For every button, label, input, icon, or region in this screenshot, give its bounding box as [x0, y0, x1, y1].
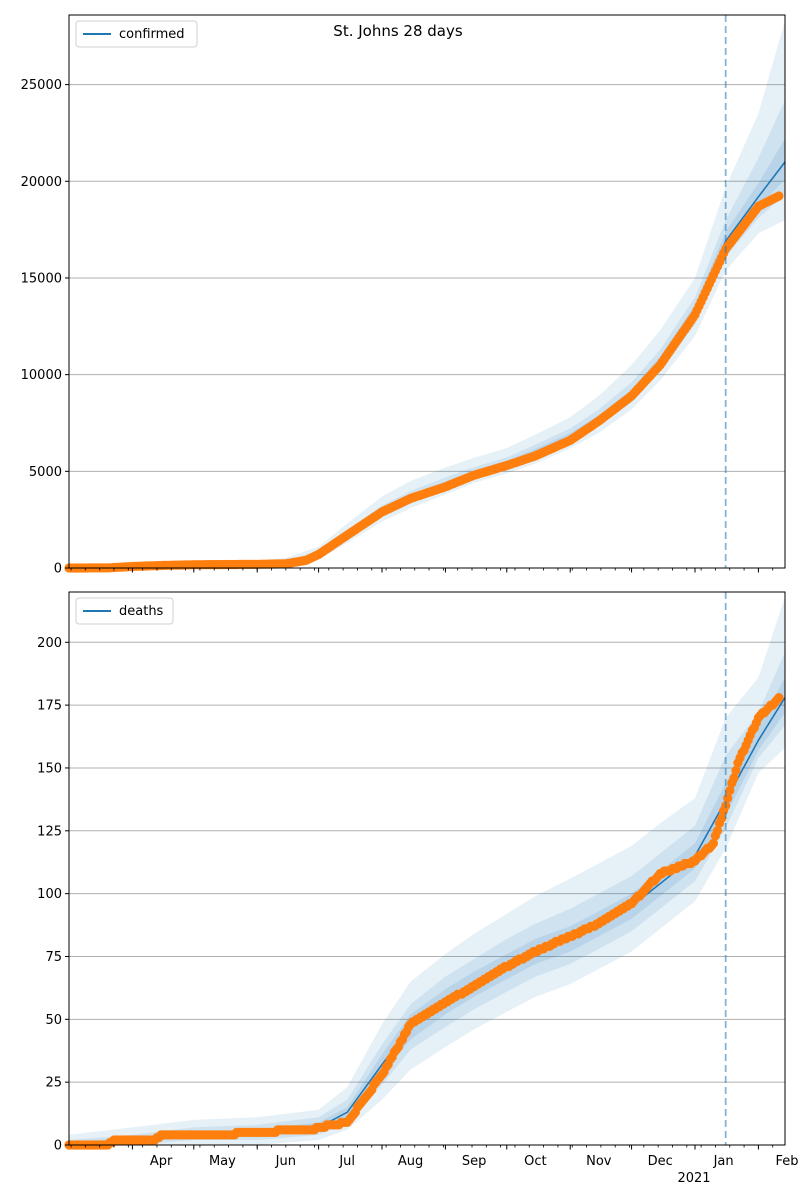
x-tick-label: Jun	[275, 1154, 296, 1169]
deaths-legend: deaths	[75, 597, 174, 625]
confirmed-x-ticks	[70, 568, 774, 573]
confirmed-legend-box	[75, 20, 198, 48]
deaths-y-tick-label: 75	[45, 950, 62, 965]
deaths-x-tick-labels: Apr May Jun Jul Aug Sep Oct Nov Dec Jan Feb	[150, 1154, 799, 1169]
deaths-observed-point	[712, 826, 723, 836]
deaths-band-outer	[69, 597, 785, 1145]
confirmed-y-ticks: 0 5000 10000 15000 20000 25000	[21, 78, 69, 577]
confirmed-points	[64, 191, 784, 573]
deaths-legend-box	[75, 597, 174, 625]
confirmed-panel: 0 5000 10000 15000 20000 25000 confirmed St. …	[21, 14, 786, 577]
deaths-observed-point	[725, 786, 735, 796]
deaths-axes	[68, 591, 786, 1146]
confirmed-y-tick-label: 5000	[29, 465, 62, 480]
deaths-y-tick-label: 100	[37, 887, 62, 902]
deaths-y-tick-label: 125	[37, 824, 62, 839]
x-tick-label: Feb	[775, 1154, 798, 1169]
deaths-panel: 0 25 50 75 100 125 150 175 200 Apr May Jun Jul Aug Se…	[37, 591, 799, 1186]
confirmed-y-tick-label: 20000	[21, 175, 62, 190]
confirmed-legend: confirmed	[75, 20, 198, 48]
deaths-y-tick-label: 175	[37, 699, 62, 714]
x-tick-label: Aug	[398, 1154, 423, 1169]
confirmed-observed-point	[774, 191, 784, 201]
deaths-observed-point	[708, 838, 719, 849]
figure-title: St. Johns 28 days	[333, 22, 463, 40]
confirmed-y-tick-label: 25000	[21, 78, 62, 93]
x-tick-label: Dec	[648, 1154, 673, 1169]
deaths-legend-label: deaths	[119, 604, 164, 619]
deaths-observed-point	[717, 813, 727, 823]
x-tick-label: Jan	[713, 1154, 734, 1169]
deaths-y-tick-label: 150	[37, 761, 62, 776]
deaths-observed-point	[729, 773, 739, 783]
confirmed-grid	[69, 84, 785, 472]
x-tick-label: Sep	[462, 1154, 487, 1169]
deaths-y-tick-label: 0	[54, 1139, 62, 1154]
deaths-observed-point	[774, 693, 784, 703]
confirmed-y-tick-label: 15000	[21, 271, 62, 286]
deaths-observed-point	[731, 765, 741, 776]
deaths-points	[64, 693, 784, 1150]
x-tick-label: Apr	[150, 1154, 173, 1169]
x-tick-label: Jul	[338, 1154, 355, 1169]
deaths-axes-frame	[68, 591, 786, 1146]
confirmed-y-tick-label: 0	[54, 562, 62, 577]
confirmed-axes-frame	[68, 14, 786, 569]
deaths-y-tick-label: 25	[45, 1076, 62, 1091]
deaths-x-ticks	[70, 1145, 774, 1150]
confirmed-legend-label: confirmed	[119, 27, 185, 42]
x-tick-label: May	[209, 1154, 236, 1169]
deaths-y-tick-label: 200	[37, 636, 62, 651]
x-tick-label: Nov	[586, 1154, 612, 1169]
year-label: 2021	[677, 1171, 710, 1186]
confirmed-axes	[68, 14, 786, 569]
confirmed-y-tick-label: 10000	[21, 368, 62, 383]
deaths-grid	[69, 641, 785, 1083]
x-tick-label: Oct	[524, 1154, 546, 1169]
deaths-y-ticks: 0 25 50 75 100 125 150 175 200	[37, 636, 69, 1154]
deaths-y-tick-label: 50	[45, 1013, 62, 1028]
